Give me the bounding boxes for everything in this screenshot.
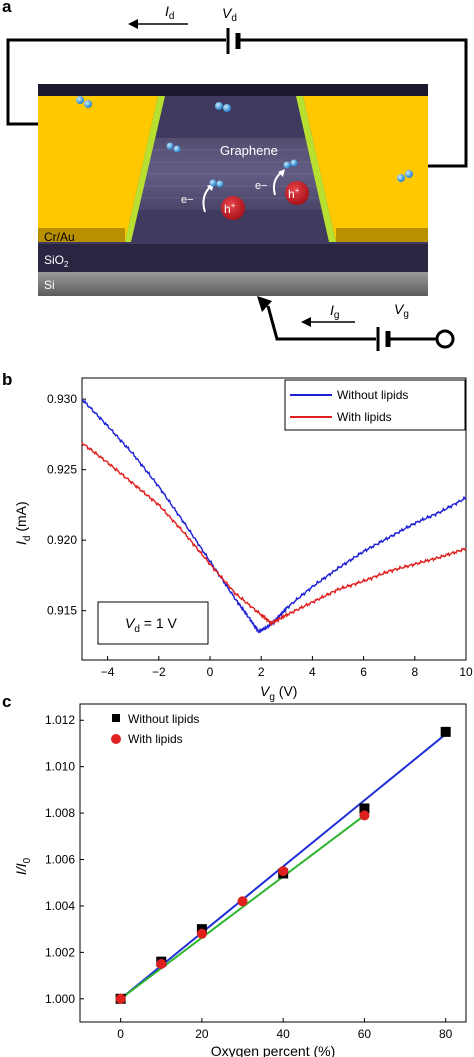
chart-c: 0 20 40 60 80 1.000 1.002 1.004 1.006 1.008 1.010 1… bbox=[13, 703, 467, 1057]
x-tick-label-c: 20 bbox=[195, 1027, 209, 1041]
x-tick-label-b: −4 bbox=[101, 665, 115, 679]
fit-line-with-lipids bbox=[120, 814, 366, 1000]
y-tick-label-b: 0.915 bbox=[47, 604, 77, 618]
si-substrate bbox=[38, 272, 428, 296]
panel-c-letter: c bbox=[2, 692, 12, 711]
legend-box-b bbox=[284, 379, 466, 431]
legend-marker-c bbox=[111, 734, 121, 744]
data-point-with-lipids bbox=[278, 866, 289, 877]
graphene-label: Graphene bbox=[220, 143, 278, 158]
legend-label-b: With lipids bbox=[337, 410, 392, 424]
annotation-text-b: Vd = 1 V bbox=[125, 615, 178, 635]
x-axis-label-c: Oxygen percent (%) bbox=[211, 1043, 336, 1057]
x-tick-label-b: 0 bbox=[207, 665, 214, 679]
x-tick-label-b: 8 bbox=[411, 665, 418, 679]
drain-current-arrow bbox=[128, 19, 188, 29]
data-point-with-lipids bbox=[156, 958, 167, 969]
plot-frame-c bbox=[79, 703, 467, 1023]
oxygen-molecules-icon bbox=[76, 96, 413, 188]
legend-marker-c bbox=[112, 714, 120, 722]
gate-current-arrow bbox=[301, 317, 355, 327]
electron-label-right: e− bbox=[255, 180, 268, 192]
electrode-label: Cr/Au bbox=[44, 230, 75, 244]
oxide-label: SiO2 bbox=[44, 253, 69, 269]
y-tick-label-c: 1.012 bbox=[45, 713, 75, 727]
x-tick-label-b: 10 bbox=[459, 665, 473, 679]
series-line-with-lipids bbox=[81, 441, 467, 627]
legend-label-c: Without lipids bbox=[128, 712, 199, 726]
x-tick-label-c: 0 bbox=[117, 1027, 124, 1041]
gate-current-label: Ig bbox=[330, 302, 339, 321]
drain-circuit-wire bbox=[6, 28, 468, 168]
x-tick-label-b: 2 bbox=[258, 665, 265, 679]
chart-b: −4 −2 0 2 4 6 8 10 0.915 0.920 0.925 0.930 Without l… bbox=[13, 377, 473, 703]
panel-b-letter: b bbox=[2, 370, 13, 389]
electron-label-left: e− bbox=[181, 194, 194, 206]
legend-label-c: With lipids bbox=[128, 732, 183, 746]
y-tick-label-b: 0.925 bbox=[47, 463, 77, 477]
x-axis-label-b: Vg (V) bbox=[260, 683, 297, 703]
data-point-with-lipids bbox=[359, 810, 370, 821]
y-tick-label-b: 0.930 bbox=[47, 392, 77, 406]
y-tick-label-c: 1.006 bbox=[45, 853, 75, 867]
sio2-layer bbox=[38, 244, 428, 272]
device-schematic: Id Vd Cr/Au SiO2 Si Graphene h+ h+ e− e− bbox=[6, 3, 468, 351]
drain-voltage-label: Vd bbox=[222, 5, 237, 24]
x-tick-label-c: 60 bbox=[358, 1027, 372, 1041]
svg-text:h+: h+ bbox=[224, 201, 236, 216]
y-axis-label-c: I/I0 bbox=[13, 857, 33, 875]
left-electrode bbox=[38, 96, 158, 242]
plot-frame-b bbox=[81, 377, 467, 661]
legend-b: Without lipids With lipids bbox=[284, 379, 466, 431]
x-tick-label-b: 6 bbox=[360, 665, 367, 679]
data-point-with-lipids bbox=[115, 993, 126, 1004]
y-tick-label-c: 1.008 bbox=[45, 806, 75, 820]
x-tick-label-b: 4 bbox=[309, 665, 316, 679]
hole-carrier-right: h+ bbox=[285, 181, 309, 205]
y-tick-label-c: 1.010 bbox=[45, 760, 75, 774]
legend-label-b: Without lipids bbox=[337, 388, 408, 402]
panel-a-letter: a bbox=[2, 0, 12, 16]
substrate-label: Si bbox=[44, 278, 55, 292]
right-electrode bbox=[303, 96, 428, 242]
svg-text:h+: h+ bbox=[288, 186, 300, 201]
data-point-without-lipids bbox=[440, 726, 451, 737]
y-tick-label-b: 0.920 bbox=[47, 533, 77, 547]
y-tick-label-c: 1.004 bbox=[45, 899, 75, 913]
drain-current-label: Id bbox=[165, 3, 174, 22]
data-point-without-lipids bbox=[359, 803, 370, 814]
x-tick-label-b: −2 bbox=[152, 665, 166, 679]
gate-circuit-wire bbox=[257, 296, 455, 351]
hole-carrier-left: h+ bbox=[221, 196, 245, 220]
x-tick-label-c: 80 bbox=[439, 1027, 453, 1041]
y-tick-label-c: 1.002 bbox=[45, 945, 75, 959]
y-tick-label-c: 1.000 bbox=[45, 992, 75, 1006]
data-point-with-lipids bbox=[196, 928, 207, 939]
y-axis-label-b: Id (mA) bbox=[13, 501, 33, 545]
annotation-box-b bbox=[97, 601, 209, 645]
gate-voltage-label: Vg bbox=[394, 301, 409, 320]
series-line-without-lipids bbox=[81, 398, 467, 634]
data-point-with-lipids bbox=[237, 896, 248, 907]
x-tick-label-c: 40 bbox=[276, 1027, 290, 1041]
legend-c: Without lipids With lipids bbox=[111, 712, 199, 746]
